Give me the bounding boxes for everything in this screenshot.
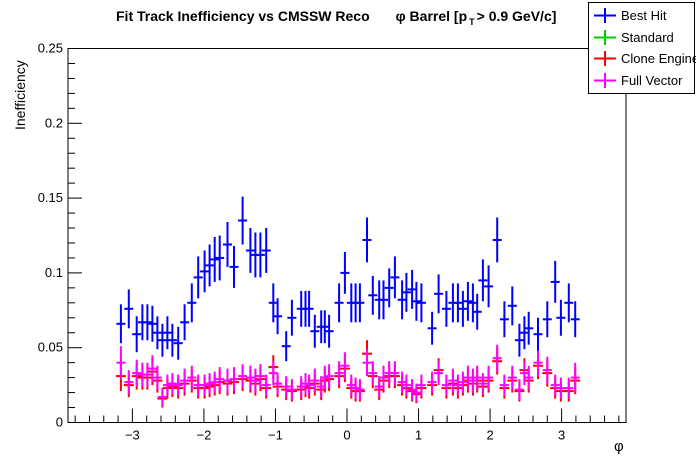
- x-axis-major-ticks: [131, 408, 563, 423]
- legend-label: Best Hit: [621, 8, 667, 24]
- legend-label: Standard: [621, 29, 674, 45]
- legend-entry-standard: Standard: [593, 29, 692, 46]
- plot-title-selection: φ Barrel [p T > 0.9 GeV/c]: [395, 8, 557, 27]
- y-tick-label: 0: [56, 415, 63, 430]
- plot-title-main: Fit Track Inefficiency vs CMSSW Reco: [116, 8, 370, 24]
- x-axis-minor-ticks: [74, 415, 620, 423]
- y-tick-label: 0.15: [38, 190, 63, 205]
- legend-entry-clone-engine: Clone Engine: [593, 50, 696, 67]
- y-tick-label: 0.1: [45, 265, 63, 280]
- plot-title: Fit Track Inefficiency vs CMSSW Reco φ Ba…: [116, 8, 557, 27]
- y-axis-minor-ticks: [68, 62, 75, 409]
- series-best-hit: [116, 196, 580, 362]
- x-tick-label: −3: [125, 428, 140, 443]
- y-tick-label: 0.2: [45, 115, 63, 130]
- standard-marker-icon: [594, 29, 616, 45]
- clone-engine-marker-icon: [594, 51, 616, 67]
- pt-subscript: T: [469, 17, 475, 27]
- x-tick-label: 1: [415, 428, 422, 443]
- selection-prefix: φ Barrel [p: [395, 8, 468, 24]
- legend-label: Full Vector: [621, 72, 683, 88]
- x-tick-label: 0: [343, 428, 350, 443]
- legend-entry-full-vector: Full Vector: [593, 72, 692, 89]
- best-hit-marker-icon: [594, 8, 616, 24]
- y-axis-major-ticks: [68, 48, 82, 423]
- y-tick-label: 0.05: [38, 340, 63, 355]
- x-tick-label: −1: [268, 428, 283, 443]
- legend-entry-best-hit: Best Hit: [593, 7, 692, 24]
- x-tick-label: 2: [486, 428, 493, 443]
- series-full-vector: [116, 344, 580, 406]
- legend: Best Hit Standard Clone Engine Full Vector: [588, 2, 696, 94]
- y-tick-label: 0.25: [38, 41, 63, 56]
- full-vector-marker-icon: [594, 72, 616, 88]
- legend-label: Clone Engine: [621, 51, 696, 67]
- x-tick-label: −2: [197, 428, 212, 443]
- selection-suffix: > 0.9 GeV/c]: [476, 8, 557, 24]
- x-axis-title: φ: [614, 438, 624, 455]
- x-tick-label: 3: [558, 428, 565, 443]
